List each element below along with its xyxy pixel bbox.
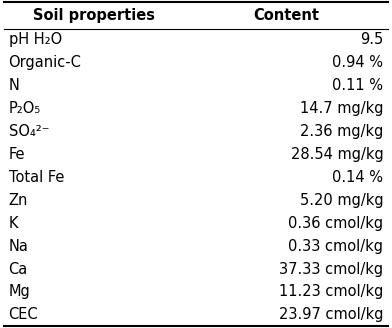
Text: 23.97 cmol/kg: 23.97 cmol/kg — [279, 307, 383, 322]
Text: 0.36 cmol/kg: 0.36 cmol/kg — [288, 216, 383, 231]
Text: 0.94 %: 0.94 % — [332, 55, 383, 71]
Text: SO₄²⁻: SO₄²⁻ — [9, 124, 49, 139]
Text: 0.33 cmol/kg: 0.33 cmol/kg — [289, 239, 383, 254]
Text: K: K — [9, 216, 18, 231]
Text: 5.20 mg/kg: 5.20 mg/kg — [300, 193, 383, 208]
Text: pH H₂O: pH H₂O — [9, 32, 62, 48]
Text: Fe: Fe — [9, 147, 25, 162]
Text: 28.54 mg/kg: 28.54 mg/kg — [290, 147, 383, 162]
Text: 9.5: 9.5 — [360, 32, 383, 48]
Text: P₂O₅: P₂O₅ — [9, 101, 41, 116]
Text: Zn: Zn — [9, 193, 28, 208]
Text: 0.14 %: 0.14 % — [332, 170, 383, 185]
Text: Content: Content — [253, 8, 319, 23]
Text: N: N — [9, 78, 20, 93]
Text: CEC: CEC — [9, 307, 38, 322]
Text: Total Fe: Total Fe — [9, 170, 64, 185]
Text: 11.23 cmol/kg: 11.23 cmol/kg — [279, 284, 383, 299]
Text: Organic-C: Organic-C — [9, 55, 82, 71]
Text: Soil properties: Soil properties — [33, 8, 155, 23]
Text: 14.7 mg/kg: 14.7 mg/kg — [300, 101, 383, 116]
Text: 0.11 %: 0.11 % — [332, 78, 383, 93]
Text: 37.33 cmol/kg: 37.33 cmol/kg — [279, 262, 383, 277]
Text: Ca: Ca — [9, 262, 28, 277]
Text: 2.36 mg/kg: 2.36 mg/kg — [300, 124, 383, 139]
Text: Na: Na — [9, 239, 29, 254]
Text: Mg: Mg — [9, 284, 30, 299]
